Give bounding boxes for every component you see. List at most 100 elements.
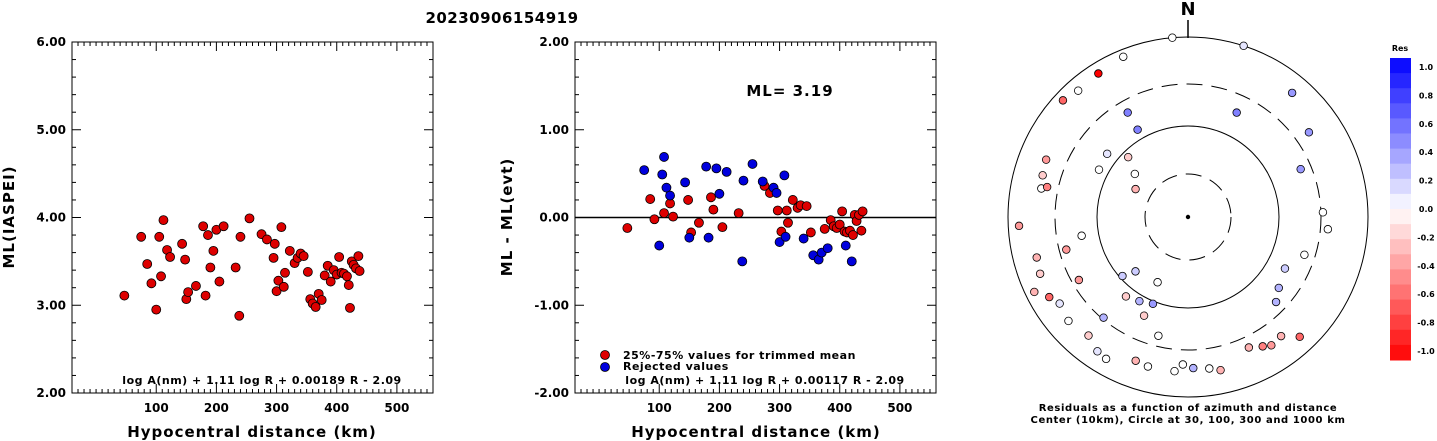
residual-data-point [783,217,793,228]
magnitude-data-point [214,276,225,287]
magnitude-x-tick-label: 300 [264,401,289,415]
azimuth-data-point [1042,182,1052,192]
ring-300km [1054,83,1322,351]
azimuth-data-point [1101,354,1111,364]
azimuth-data-point [1093,347,1102,356]
residual-data-point [659,152,669,162]
residual-data-point [738,175,749,186]
residual-data-point [659,208,669,219]
magnitude-data-point [343,280,354,290]
azimuth-data-point [1073,86,1083,95]
azimuth-data-point [1030,287,1039,297]
colorbar-cell [1390,269,1411,285]
colorbar-title: Res [1392,44,1409,53]
magnitude-data-point [191,281,201,291]
residual-data-point [771,188,782,198]
residual-axis-ticks [575,41,937,394]
azimuth-data-point [1041,155,1051,164]
azimuth-panel: N Residuals as a function of azimuth and… [1007,0,1369,426]
magnitude-data-point [154,231,165,242]
magnitude-data-point [244,213,255,224]
colorbar-tick-label: 1.0 [1419,63,1434,72]
colorbar-cell [1390,103,1411,119]
residual-data-point [848,230,858,240]
colorbar-cell [1390,254,1411,270]
residual-data-point [717,222,728,233]
magnitude-x-tick-label: 200 [204,401,229,415]
magnitude-x-tick-label: 500 [384,401,409,415]
magnitude-data-point [235,231,246,242]
magnitude-data-point [353,251,364,262]
colorbar-cell [1390,284,1411,301]
azimuth-data-point [1287,88,1297,98]
magnitude-data-point [271,286,282,297]
azimuth-data-point [1135,296,1144,306]
magnitude-data-point [310,302,321,312]
magnitude-data-point [158,215,169,226]
residual-data-point [733,208,744,219]
magnitude-data-point [218,221,229,232]
magnitude-data-point [342,271,352,282]
magnitude-data-point [354,266,365,276]
residual-data-point [846,256,857,267]
magnitude-y-tick-label: 2.00 [36,386,66,400]
azimuth-data-point [1153,278,1162,287]
magnitude-data-point [203,230,213,240]
azimuth-data-point [1216,365,1225,375]
magnitude-y-label: ML(IASPEI) [0,165,18,268]
azimuth-data-point [1168,33,1177,42]
azimuth-data-point [1131,184,1140,194]
azimuth-data-point [1118,271,1127,281]
residual-formula: log A(nm) + 1.11 log R + 0.00117 R - 2.0… [625,374,904,387]
azimuth-data-point [1280,264,1290,273]
residual-data-point [787,195,798,205]
residual-x-tick-label: 500 [887,401,912,415]
azimuth-data-point [1032,253,1041,262]
figure-title: 20230906154919 [425,9,578,27]
magnitude-x-tick-label: 400 [324,401,349,415]
colorbar-cell [1390,73,1411,89]
magnitude-panel: 2.00 3.00 4.00 5.00 6.00 100 200 300 400 500 ML(I… [0,35,434,441]
residual-data-point [639,165,650,176]
residual-data-point [645,194,656,204]
azimuth-data-point [1139,311,1149,320]
magnitude-data-point [198,221,209,232]
azimuth-data-point [1267,341,1276,350]
magnitude-data-point [119,290,130,301]
colorbar-cell [1390,178,1411,195]
residual-data-point [798,233,809,244]
legend-marker-trimmed [600,350,610,360]
magnitude-data-point [334,252,345,262]
azimuth-data-point [1045,292,1054,302]
magnitude-data-point [316,295,327,305]
magnitude-data-point [165,252,175,262]
colorbar-cell [1390,118,1411,134]
magnitude-y-tick-label: 4.00 [36,211,66,225]
azimuth-data-point [1131,356,1140,365]
residual-data-point [708,204,719,215]
magnitude-data-point [136,231,147,242]
azimuth-data-point [1035,269,1045,278]
azimuth-data-point [1123,152,1133,162]
residual-data-point [781,205,792,216]
azimuth-data-point [1074,275,1084,285]
residual-y-label: ML - ML(evt) [498,158,516,276]
azimuth-data-point [1296,164,1305,174]
magnitude-y-tick-label: 3.00 [36,298,66,312]
colorbar-tick-label: -0.2 [1417,233,1435,242]
residual-x-label: Hypocentral distance (km) [631,423,881,441]
magnitude-data-point [151,304,162,315]
residual-tick-labels: -2.00 -1.00 0.00 1.00 2.00 100 200 300 400 500 [534,35,912,415]
residual-points [622,152,868,267]
magnitude-tick-labels: 2.00 3.00 4.00 5.00 6.00 100 200 300 400 500 [36,35,409,415]
magnitude-data-point [280,267,290,278]
residual-data-point [701,161,712,172]
magnitude-data-point [298,251,309,262]
colorbar-cell [1390,329,1411,346]
azimuth-data-point [1055,299,1064,308]
colorbar-cell [1390,344,1411,361]
azimuth-data-point [1094,69,1103,78]
residual-y-tick-label: -1.00 [534,298,569,312]
legend-marker-rejected [600,362,610,372]
magnitude-data-point [200,290,211,301]
